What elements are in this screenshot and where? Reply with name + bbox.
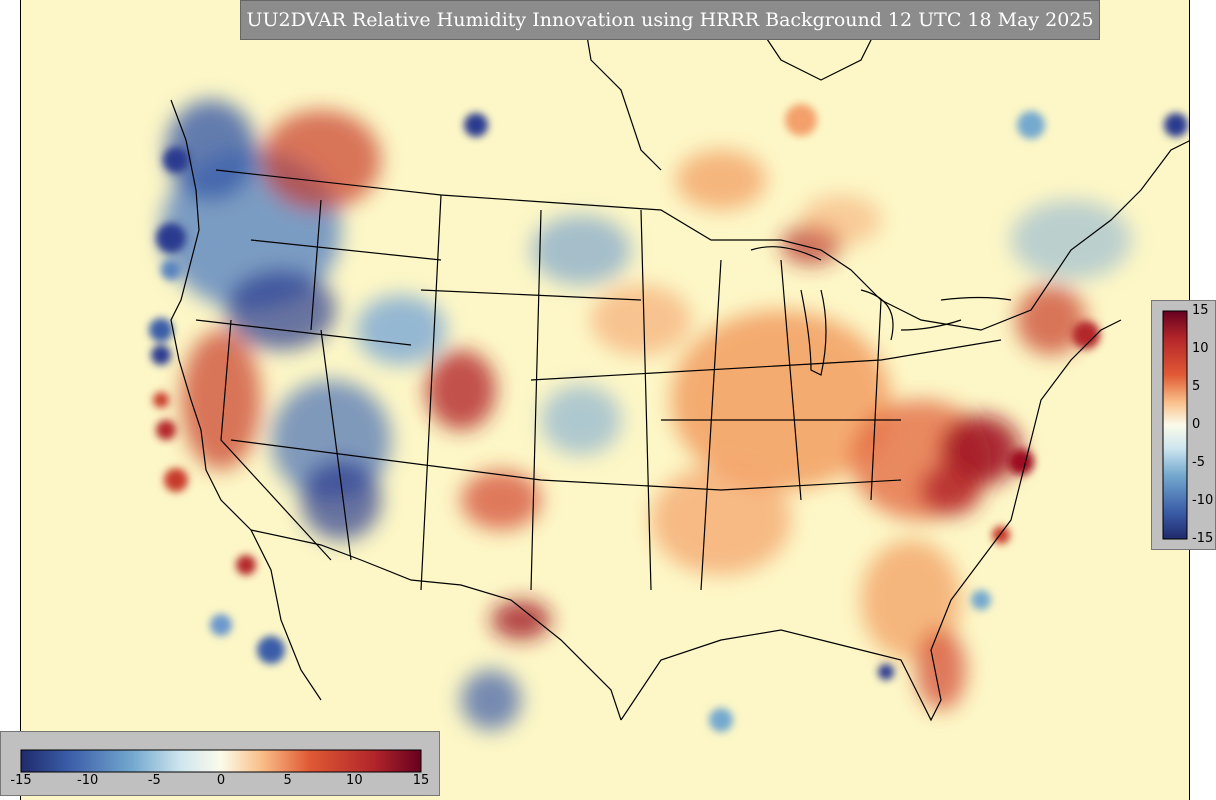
border-canada	[215, 140, 1189, 331]
innovation-field	[161, 100, 1131, 730]
vertical-colorbar-tick: -5	[1192, 455, 1205, 470]
horizontal-colorbar-tick: 0	[216, 773, 226, 788]
innovation-map	[21, 0, 1189, 800]
hudson-bay-coast	[580, 0, 892, 171]
horizontal-colorbar-tick: -10	[77, 773, 99, 788]
boundaries	[170, 0, 1189, 722]
coastline-west	[170, 99, 322, 701]
horizontal-colorbar-tick: 10	[346, 773, 363, 788]
vertical-colorbar: 15 10 5 0 -5 -10 -15	[1151, 300, 1216, 550]
horizontal-colorbar-tick: 15	[412, 773, 430, 788]
vertical-colorbar-tick: 5	[1192, 379, 1201, 394]
horizontal-colorbar: -15 -10 -5 0 5 10 15	[0, 731, 440, 796]
great-lakes	[750, 246, 1012, 376]
vertical-colorbar-tick: -10	[1192, 493, 1214, 508]
border-mexico	[250, 529, 622, 721]
map-title: UU2DVAR Relative Humidity Innovation usi…	[240, 0, 1100, 40]
vertical-colorbar-tick: -15	[1192, 531, 1214, 546]
horizontal-colorbar-tick: 5	[283, 773, 292, 788]
state-lines	[195, 194, 1002, 591]
map-frame	[20, 0, 1190, 800]
horizontal-colorbar-tick: -5	[147, 773, 161, 788]
vertical-colorbar-tick: 10	[1192, 341, 1209, 356]
vertical-colorbar-tick: 0	[1192, 417, 1201, 432]
vertical-colorbar-tick: 15	[1192, 303, 1209, 318]
ocean-blobs	[149, 104, 1188, 732]
vertical-colorbar-gradient	[1162, 310, 1188, 540]
coastline-east	[620, 319, 1122, 722]
horizontal-colorbar-gradient	[20, 749, 422, 773]
horizontal-colorbar-tick: -15	[10, 773, 32, 788]
